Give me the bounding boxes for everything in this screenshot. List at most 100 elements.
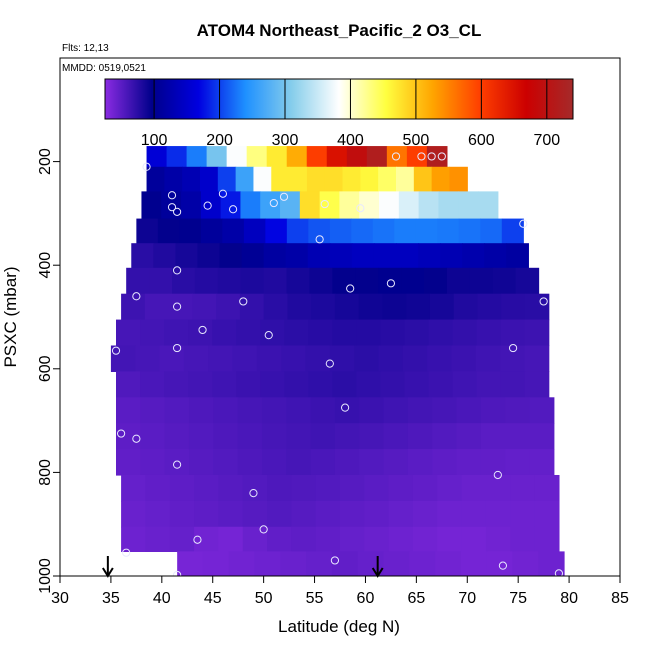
- sample-point: [228, 205, 238, 214]
- heatmap-cell: [197, 243, 221, 269]
- sample-point: [493, 470, 502, 480]
- heatmap-cell: [424, 267, 448, 295]
- colorbar-tick-label: 100: [141, 132, 168, 149]
- heatmap-cell: [310, 423, 336, 450]
- heatmap-cell: [529, 397, 555, 424]
- sample-point: [203, 201, 212, 210]
- heatmap-cell: [235, 166, 255, 192]
- heatmap-cell: [121, 500, 147, 528]
- heatmap-cell: [334, 423, 360, 450]
- heatmap-cell: [354, 345, 380, 372]
- heatmap-cell: [212, 319, 237, 347]
- heatmap-cell: [281, 345, 307, 372]
- heatmap-cell: [461, 526, 487, 552]
- heatmap-cell: [359, 397, 385, 424]
- heatmap-cell: [452, 319, 478, 347]
- sample-point: [417, 152, 426, 161]
- heatmap-cell: [453, 293, 479, 321]
- heatmap-cell: [388, 500, 414, 528]
- sample-point: [320, 199, 329, 209]
- heatmap-cell: [291, 526, 317, 552]
- heatmap-cell: [334, 449, 360, 476]
- heatmap-cell: [315, 500, 341, 528]
- heatmap-cell: [306, 146, 328, 168]
- heatmap-cell: [351, 243, 375, 269]
- heatmap-cell: [200, 166, 219, 192]
- heatmap-cell: [136, 218, 159, 244]
- heatmap-cell: [192, 293, 217, 321]
- heatmap-cell: [263, 267, 288, 295]
- heatmap-cell: [379, 191, 400, 220]
- sample-point: [122, 548, 131, 557]
- heatmap-cell: [315, 526, 341, 552]
- heatmap-cell: [380, 371, 406, 398]
- heatmap-cell: [413, 166, 433, 192]
- heatmap-cell: [332, 371, 357, 398]
- heatmap-cell: [242, 474, 268, 502]
- heatmap-cell: [242, 526, 268, 552]
- heatmap-cell: [144, 293, 170, 321]
- heatmap-cell: [437, 474, 463, 502]
- heatmap-cell: [237, 449, 263, 476]
- heatmap-cell: [216, 293, 241, 321]
- heatmap-cell: [218, 474, 244, 502]
- heatmap-cell: [383, 397, 409, 424]
- heatmap-cell: [219, 243, 243, 269]
- heatmap-cell: [188, 449, 214, 476]
- heatmap-cell: [240, 267, 265, 295]
- heatmap-cell: [461, 474, 487, 502]
- heatmap-cell: [140, 371, 165, 398]
- heatmap-cell: [208, 345, 234, 372]
- x-tick-label: 70: [458, 590, 476, 607]
- heatmap-cell: [512, 551, 539, 576]
- heatmap-cell: [475, 345, 501, 372]
- heatmap-cell: [164, 166, 183, 192]
- sample-point: [346, 284, 355, 293]
- heatmap-cell: [241, 243, 265, 269]
- heatmap-cell: [240, 191, 261, 220]
- heatmap-cell: [458, 218, 481, 244]
- heatmap-cell: [364, 526, 390, 552]
- heatmap-cell: [175, 243, 199, 269]
- heatmap-cell: [146, 166, 165, 192]
- sample-point: [340, 403, 350, 412]
- heatmap-cell: [460, 551, 488, 576]
- heatmap-cell: [194, 474, 219, 502]
- heatmap-cell: [524, 371, 550, 398]
- heatmap-cell: [418, 243, 441, 269]
- heatmap-cell: [315, 474, 341, 502]
- heatmap-cell: [501, 293, 526, 321]
- heatmap-cell: [340, 500, 365, 528]
- heatmap-cell: [242, 500, 268, 528]
- heatmap-cell: [182, 166, 201, 192]
- colorbar-gradient: [104, 78, 574, 120]
- heatmap-cell: [340, 526, 365, 552]
- heatmap-cell: [406, 293, 431, 321]
- heatmap-cell: [146, 146, 168, 168]
- heatmap-cell: [145, 500, 171, 528]
- heatmap-cell: [181, 191, 202, 220]
- heatmap-cell: [456, 449, 482, 476]
- heatmap-cell: [432, 449, 458, 476]
- heatmap-cell: [286, 267, 311, 295]
- heatmap-cell: [265, 218, 288, 244]
- heatmap-cell: [260, 319, 285, 347]
- heatmap-cell: [236, 371, 261, 398]
- heatmap-cell: [261, 397, 287, 424]
- heatmap-cell: [326, 146, 348, 168]
- heatmap-cell: [382, 293, 407, 321]
- heatmap-cell: [254, 551, 281, 576]
- heatmap-cell: [299, 191, 321, 220]
- heatmap-cell: [510, 500, 536, 528]
- heatmap-cell: [329, 243, 353, 269]
- heatmap-cell: [217, 166, 237, 192]
- heatmap-cell: [116, 397, 141, 424]
- heatmap-cell: [121, 526, 147, 552]
- heatmap-cell: [492, 267, 517, 295]
- x-tick-label: 40: [153, 590, 171, 607]
- heatmap-cell: [305, 345, 331, 372]
- heatmap-cell: [432, 423, 458, 450]
- heatmap-cell: [351, 218, 374, 244]
- sample-point: [330, 556, 340, 565]
